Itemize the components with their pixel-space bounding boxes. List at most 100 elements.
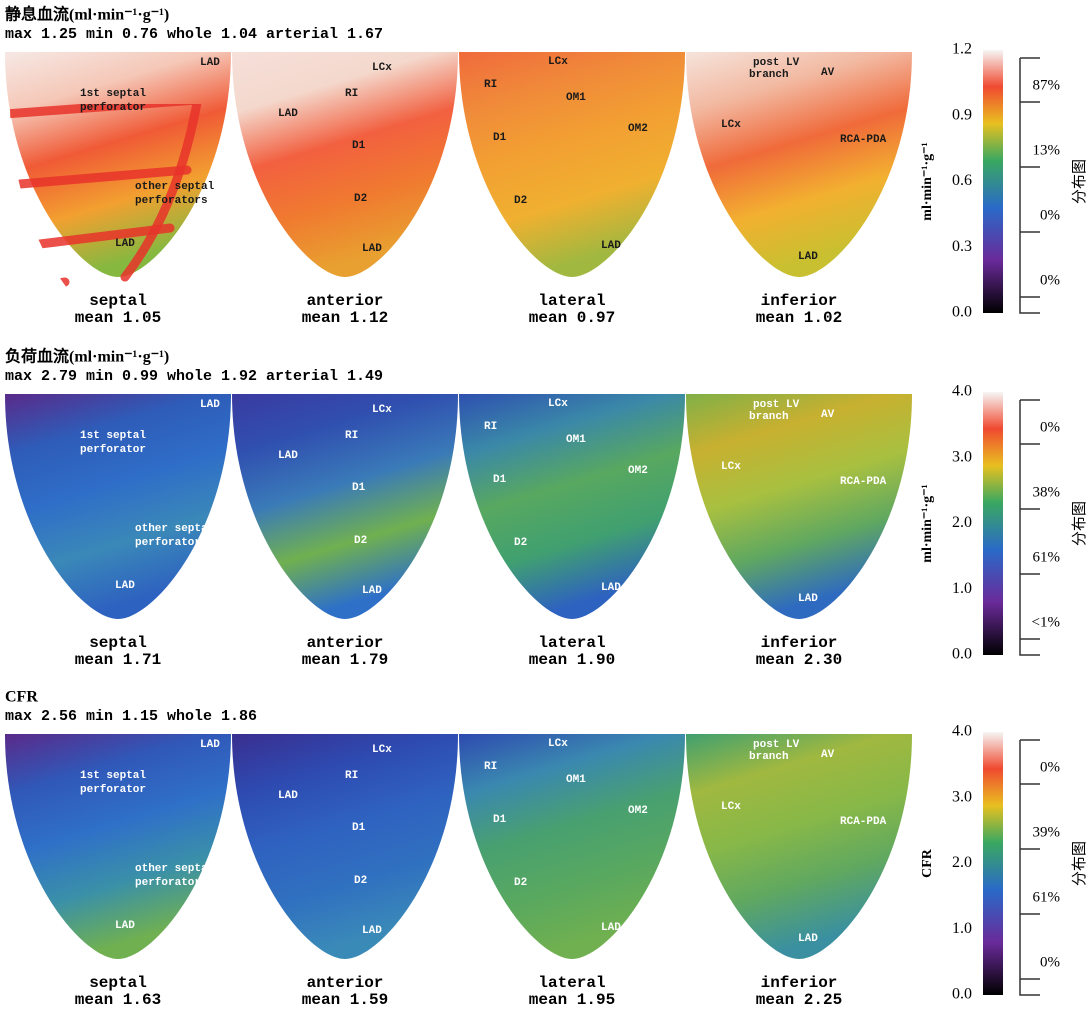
polar-map [232,394,458,619]
figure: 静息血流(ml·min⁻¹·g⁻¹) max 1.25 min 0.76 whol… [0,0,1092,1010]
view-mean: mean 1.79 [302,651,388,669]
distribution-label: 分布图 [1071,159,1089,204]
distribution-value: 0% [1040,272,1060,288]
vessel-label: 1st septal [80,770,146,782]
vessel [5,624,65,634]
distribution-value: 39% [1033,824,1061,840]
panel-title: 静息血流(ml·min⁻¹·g⁻¹) [5,5,169,24]
colorbar-tick-label: 4.0 [952,723,972,740]
vessel-label: D2 [354,535,367,547]
vessel-label: RI [484,79,497,91]
vessel-label: LAD [798,593,818,605]
vessel [5,282,65,292]
vessel-label: OM1 [566,434,586,446]
vessel-label: perforators [135,877,208,889]
vessel-label: D1 [352,482,366,494]
vessel-label: LAD [115,920,135,932]
vessel-label: LAD [200,399,220,411]
vessel-label: perforator [80,444,146,456]
distribution-value: 38% [1033,484,1061,500]
vessel-label: LAD [601,922,621,934]
view-mean: mean 1.02 [756,309,842,327]
vessel-label: D2 [514,195,527,207]
vessel-label: OM2 [628,465,648,477]
vessel-label: LAD [601,582,621,594]
polar-map [232,52,458,277]
vessel-label: LCx [721,801,741,813]
view-mean: mean 2.30 [756,651,842,669]
distribution-value: <1% [1032,614,1060,630]
distribution-value: 0% [1040,207,1060,223]
vessel-label: LAD [200,739,220,751]
view-name: septal [89,634,147,652]
vessel-label: LAD [115,238,135,250]
vessel-label: AV [821,67,835,79]
vessel-label: LCx [721,461,741,473]
panel-stats: max 1.25 min 0.76 whole 1.04 arterial 1.… [5,26,383,43]
colorbar-tick-label: 0.9 [952,106,972,123]
view-name: lateral [538,634,605,652]
vessel-label: D2 [354,193,367,205]
vessel-label: RI [345,88,358,100]
vessel-label: OM1 [566,92,586,104]
vessel-label: LCx [372,404,392,416]
vessel-label: LAD [362,243,382,255]
distribution-value: 61% [1033,549,1061,565]
polar-map [686,394,912,619]
view-name: septal [89,292,147,310]
colorbar-tick-label: 2.0 [952,514,972,531]
vessel-label: LAD [278,790,298,802]
colorbar-tick-label: 3.0 [952,788,972,805]
vessel-label: D2 [354,875,367,887]
vessel-label: 1st septal [80,430,146,442]
colorbar-tick-label: 1.0 [952,920,972,937]
vessel-label: RI [345,770,358,782]
vessel-label: D1 [352,140,366,152]
colorbar [983,732,1003,995]
colorbar-tick-label: 1.0 [952,580,972,597]
vessel-label: LAD [362,925,382,937]
panel-stats: max 2.79 min 0.99 whole 1.92 arterial 1.… [5,368,383,385]
view-mean: mean 1.59 [302,991,388,1009]
vessel-label: post LV [753,399,800,411]
colorbar [983,392,1003,655]
vessel-label: LCx [548,398,568,410]
distribution-value: 0% [1040,419,1060,435]
vessel-label: D1 [493,474,507,486]
vessel-label: LAD [278,450,298,462]
vessel-label: LCx [548,56,568,68]
vessel-label: RI [345,430,358,442]
vessel-label: LCx [721,119,741,131]
vessel-label: LAD [362,585,382,597]
vessel-label: LCx [548,738,568,750]
colorbar-tick-label: 1.2 [952,41,972,58]
vessel-label: perforator [80,102,146,114]
vessel-label: D2 [514,537,527,549]
vessel [5,964,65,974]
view-name: septal [89,974,147,992]
view-name: anterior [307,292,384,310]
vessel-label: LCx [372,744,392,756]
colorbar-label: ml·min⁻¹·g⁻¹ [920,142,935,220]
vessel-label: branch [749,69,789,81]
distribution-bracket [1020,58,1040,313]
vessel-label: perforators [135,537,208,549]
vessel-label: D2 [514,877,527,889]
view-mean: mean 1.90 [529,651,615,669]
view-name: lateral [538,292,605,310]
colorbar-tick-label: 0.0 [952,304,972,321]
vessel-label: LAD [115,580,135,592]
vessel-label: AV [821,409,835,421]
colorbar-tick-label: 0.0 [952,986,972,1003]
colorbar-tick-label: 0.6 [952,172,972,189]
vessel-label: D1 [352,822,366,834]
view-mean: mean 1.95 [529,991,615,1009]
vessel-label: D1 [493,132,507,144]
vessel-label: other septal [135,863,215,875]
distribution-value: 61% [1033,889,1061,905]
vessel-label: branch [749,751,789,763]
view-mean: mean 1.05 [75,309,161,327]
colorbar-label: CFR [920,848,935,878]
vessel-label: LAD [798,251,818,263]
colorbar-label: ml·min⁻¹·g⁻¹ [920,484,935,562]
